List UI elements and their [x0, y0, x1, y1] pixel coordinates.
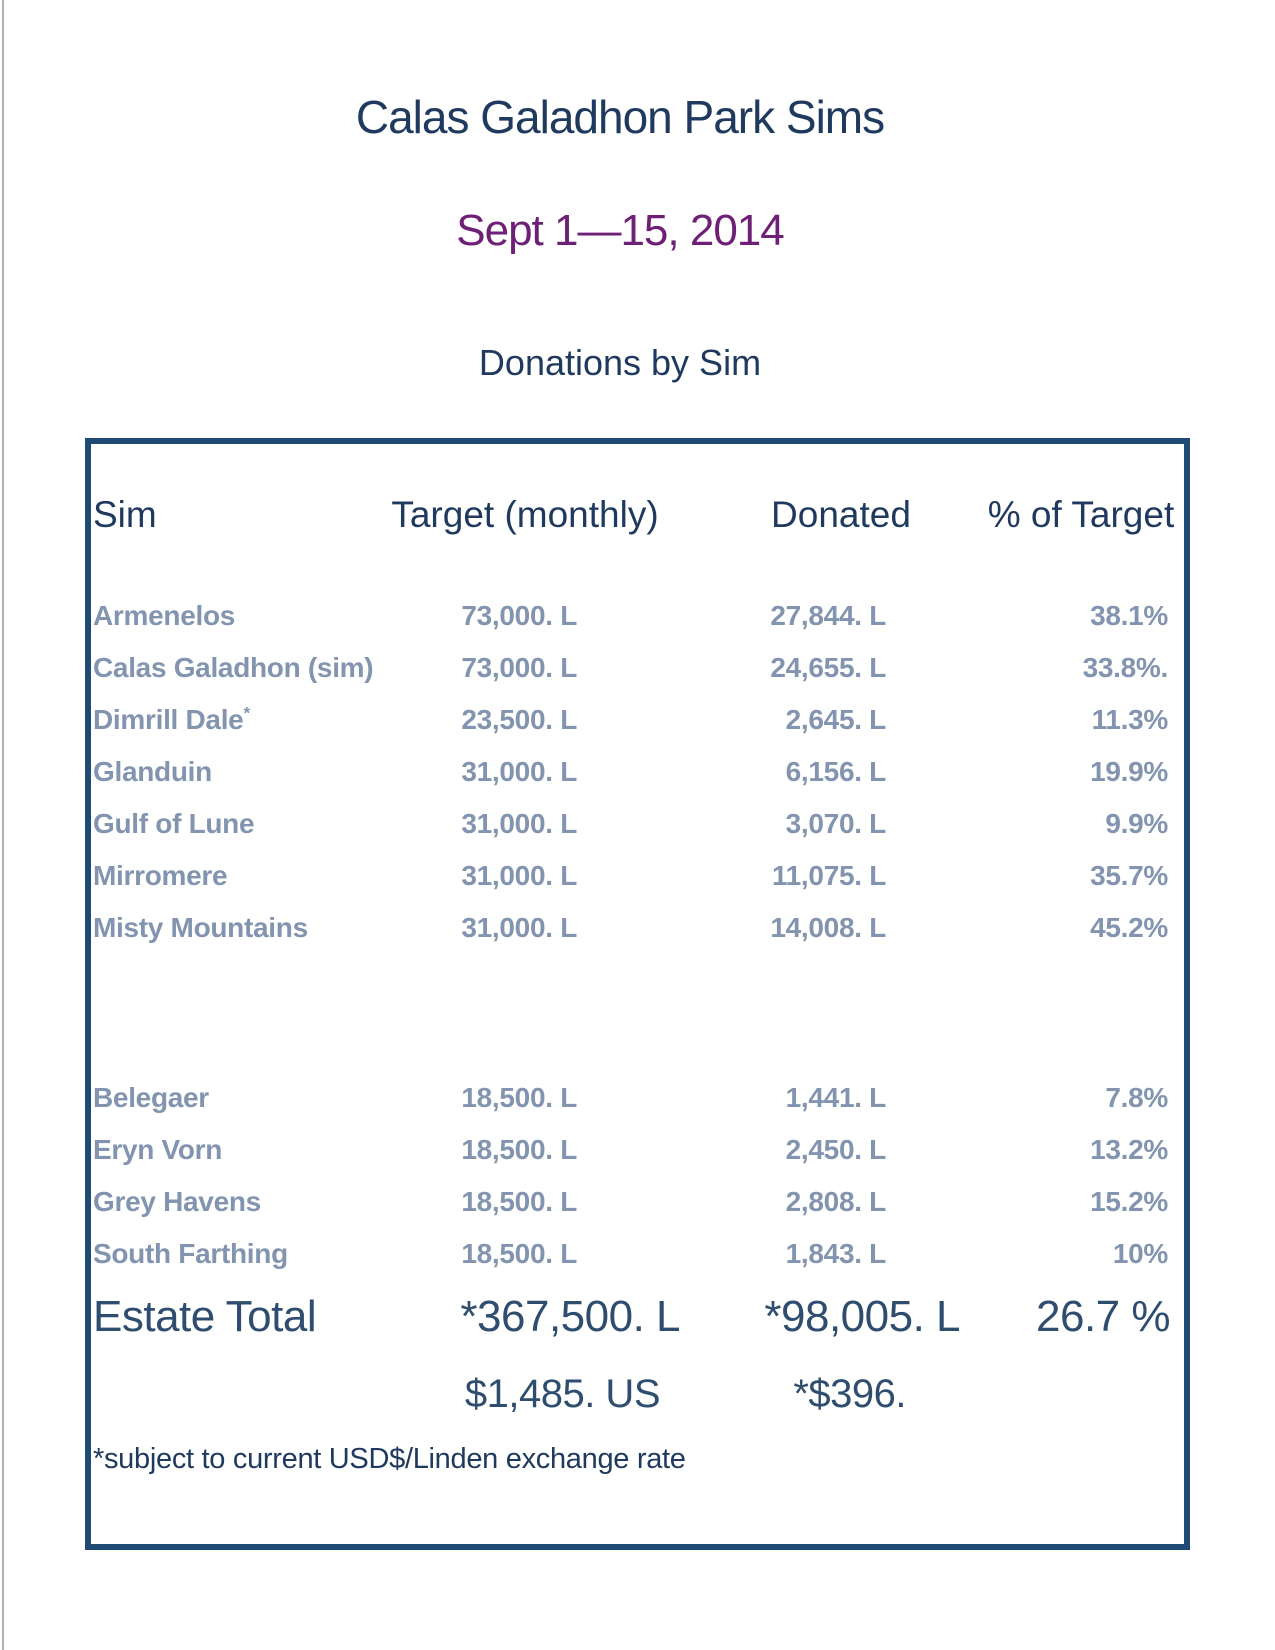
sim-name: South Farthing [93, 1238, 393, 1270]
sim-name: Misty Mountains [93, 912, 393, 944]
sim-name-text: Misty Mountains [93, 912, 308, 943]
pct-value: 13.2% [1090, 1134, 1168, 1165]
target-value: 31,000. L [461, 912, 577, 943]
target-value: 18,500. L [461, 1238, 577, 1269]
usd-target-value: $1,485. US [464, 1372, 661, 1416]
target-value: 73,000. L [461, 600, 577, 631]
pct-value: 38.1% [1090, 600, 1168, 631]
estate-total-label: Estate Total [93, 1292, 317, 1341]
estate-total-donated: *98,005. L [764, 1292, 960, 1341]
target-value: 31,000. L [461, 808, 577, 839]
column-header-sim: Sim [93, 494, 157, 535]
section-subtitle: Donations by Sim [478, 342, 762, 383]
sim-name: Dimrill Dale* [93, 703, 393, 736]
pct-value: 15.2% [1090, 1186, 1168, 1217]
donated-value: 27,844. L [770, 600, 886, 631]
usd-donated-value: *$396. [793, 1372, 906, 1416]
estate-total-row: Estate Total *367,500. L *98,005. L 26.7… [0, 1292, 1275, 1341]
target-value: 31,000. L [461, 860, 577, 891]
sim-name-text: Dimrill Dale [93, 704, 244, 735]
footnote-marker: * [243, 703, 250, 723]
donated-value: 6,156. L [785, 756, 887, 787]
table-row: Mirromere 31,000. L 11,075. L 35.7% [0, 860, 1275, 895]
donated-value: 3,070. L [785, 808, 887, 839]
sim-name: Mirromere [93, 860, 393, 892]
pct-value: 11.3% [1091, 704, 1169, 735]
donated-value: 2,808. L [785, 1186, 887, 1217]
donated-value: 1,843. L [785, 1238, 887, 1269]
table-row: Gulf of Lune 31,000. L 3,070. L 9.9% [0, 808, 1275, 843]
sim-name: Calas Galadhon (sim) [93, 652, 393, 684]
target-value: 23,500. L [461, 704, 577, 735]
table-row: Dimrill Dale* 23,500. L 2,645. L 11.3% [0, 703, 1275, 739]
estate-total-target: *367,500. L [460, 1292, 680, 1341]
pct-value: 35.7% [1090, 860, 1168, 891]
pct-value: 19.9% [1090, 756, 1168, 787]
donated-value: 1,441. L [785, 1082, 887, 1113]
sim-name-text: Calas Galadhon (sim) [93, 652, 374, 683]
table-row: Belegaer 18,500. L 1,441. L 7.8% [0, 1082, 1275, 1117]
target-value: 18,500. L [461, 1186, 577, 1217]
sim-name-text: Armenelos [93, 600, 236, 631]
pct-value: 33.8%. [1082, 652, 1169, 683]
donated-value: 24,655. L [770, 652, 886, 683]
table-row: Glanduin 31,000. L 6,156. L 19.9% [0, 756, 1275, 791]
sim-name-text: Glanduin [93, 756, 212, 787]
target-value: 18,500. L [461, 1082, 577, 1113]
sim-name-text: Eryn Vorn [93, 1134, 223, 1165]
sim-name: Grey Havens [93, 1186, 393, 1218]
column-header-target: Target (monthly) [391, 494, 659, 535]
date-range: Sept 1—15, 2014 [456, 206, 784, 255]
donated-value: 2,450. L [785, 1134, 887, 1165]
sim-name-text: South Farthing [93, 1238, 288, 1269]
sim-name: Glanduin [93, 756, 393, 788]
target-value: 73,000. L [461, 652, 577, 683]
sim-name-text: Grey Havens [93, 1186, 261, 1217]
table-row: Grey Havens 18,500. L 2,808. L 15.2% [0, 1186, 1275, 1221]
sim-name: Armenelos [93, 600, 393, 632]
donated-value: 2,645. L [785, 704, 887, 735]
donations-table-border [85, 438, 1190, 1550]
sim-name-text: Belegaer [93, 1082, 209, 1113]
target-value: 31,000. L [461, 756, 577, 787]
sim-name-text: Mirromere [93, 860, 228, 891]
sim-name: Gulf of Lune [93, 808, 393, 840]
table-row: Armenelos 73,000. L 27,844. L 38.1% [0, 600, 1275, 635]
pct-value: 9.9% [1105, 808, 1168, 839]
page-title: Calas Galadhon Park Sims [355, 91, 885, 143]
table-row: South Farthing 18,500. L 1,843. L 10% [0, 1238, 1275, 1273]
page-edge-line [2, 0, 4, 1650]
target-value: 18,500. L [461, 1134, 577, 1165]
usd-conversion-row: $1,485. US *$396. [0, 1372, 1275, 1416]
exchange-rate-footnote: *subject to current USD$/Linden exchange… [93, 1443, 686, 1475]
column-header-donated: Donated [771, 494, 911, 535]
pct-value: 45.2% [1090, 912, 1168, 943]
sim-name-text: Gulf of Lune [93, 808, 255, 839]
pct-value: 7.8% [1105, 1082, 1168, 1113]
sim-name: Eryn Vorn [93, 1134, 393, 1166]
donated-value: 14,008. L [770, 912, 886, 943]
table-row: Misty Mountains 31,000. L 14,008. L 45.2… [0, 912, 1275, 947]
table-row: Eryn Vorn 18,500. L 2,450. L 13.2% [0, 1134, 1275, 1169]
donated-value: 11,075. L [771, 860, 886, 891]
pct-value: 10% [1112, 1238, 1168, 1269]
column-header-pct-of-target: % of Target [987, 494, 1175, 535]
table-row: Calas Galadhon (sim) 73,000. L 24,655. L… [0, 652, 1275, 687]
estate-total-pct: 26.7 % [1036, 1292, 1170, 1341]
sim-name: Belegaer [93, 1082, 393, 1114]
